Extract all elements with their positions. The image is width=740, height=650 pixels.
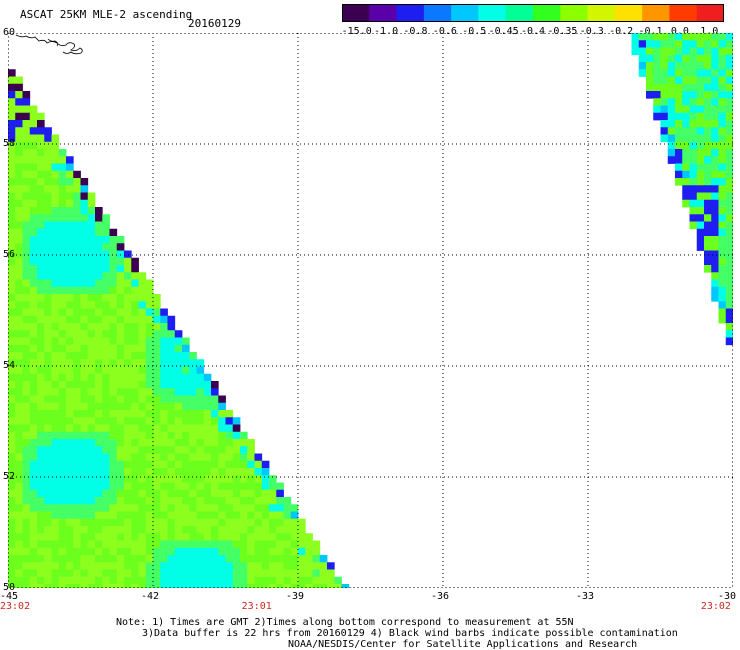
latitude-tick-label: 56 <box>3 249 16 260</box>
latitude-tick-label: 58 <box>3 138 16 149</box>
color-scale-swatch <box>478 4 507 22</box>
color-scale-swatch <box>451 4 479 22</box>
color-scale-swatch <box>587 4 616 22</box>
color-scale-labels: -15.0 -1.0 -0.8 -0.6 -0.5 -0.45 -0.4 -0.35 -0.3-… <box>330 26 740 38</box>
credit-line: NOAA/NESDIS/Center for Satellite Applica… <box>288 639 638 650</box>
color-scale-tick-label: -0.35 <box>547 26 578 37</box>
color-scale-tick-label: -15.0 <box>341 26 372 37</box>
latitude-tick-label: 54 <box>3 360 16 371</box>
map-frame <box>8 33 733 588</box>
longitude-tick-label: -45 <box>0 591 19 602</box>
latitude-tick-label: 60 <box>3 27 16 38</box>
overpass-time-label: 23:01 <box>241 601 272 612</box>
color-scale-swatch <box>342 4 370 22</box>
wind-swath-cells <box>8 33 733 588</box>
color-scale-bar <box>342 4 724 22</box>
longitude-tick-label: -33 <box>576 591 595 602</box>
longitude-tick-label: -42 <box>141 591 160 602</box>
color-scale-swatch <box>369 4 398 22</box>
color-scale-tick-label: -1.0 <box>374 26 399 37</box>
footnote-line-2: 3)Data buffer is 22 hrs from 20160129 4)… <box>142 628 678 639</box>
color-scale-swatch <box>396 4 425 22</box>
longitude-tick-label: -39 <box>286 591 305 602</box>
color-scale-swatch <box>642 4 670 22</box>
color-scale-tick-label: -0.1 <box>638 26 663 37</box>
longitude-tick-label: -36 <box>431 591 450 602</box>
color-scale-tick-label: -0.2 <box>609 26 634 37</box>
overpass-time-label: 23:02 <box>0 601 31 612</box>
color-scale-swatch <box>560 4 589 22</box>
color-scale-tick-label: -0.3 <box>579 26 604 37</box>
map-grid <box>8 33 733 588</box>
latitude-tick-label: 50 <box>3 582 16 593</box>
latitude-tick-label: 52 <box>3 471 16 482</box>
color-scale-swatch <box>696 4 724 22</box>
color-scale-tick-label: 0.0 <box>670 26 689 37</box>
product-title: ASCAT 25KM MLE-2 ascending <box>20 8 193 21</box>
footnote-line-1: Note: 1) Times are GMT 2)Times along bot… <box>116 617 574 628</box>
wind-map-plot <box>8 33 733 588</box>
color-scale-tick-label: -0.4 <box>520 26 546 37</box>
color-scale-swatch <box>505 4 534 22</box>
overpass-time-label: 23:02 <box>700 601 731 612</box>
color-scale-swatch <box>669 4 698 22</box>
color-scale-tick-label: -0.45 <box>488 26 519 37</box>
color-scale-tick-label: -0.6 <box>432 26 457 37</box>
longitude-tick-label: -30 <box>718 591 737 602</box>
color-scale-tick-label: 1.0 <box>700 26 719 37</box>
color-scale-swatch <box>533 4 561 22</box>
color-scale-swatch <box>423 4 452 22</box>
coastline <box>15 34 83 55</box>
product-date: 20160129 <box>188 17 241 30</box>
color-scale-tick-label: -0.8 <box>403 26 428 37</box>
color-scale-tick-label: -0.5 <box>462 26 487 37</box>
color-scale-swatch <box>614 4 643 22</box>
